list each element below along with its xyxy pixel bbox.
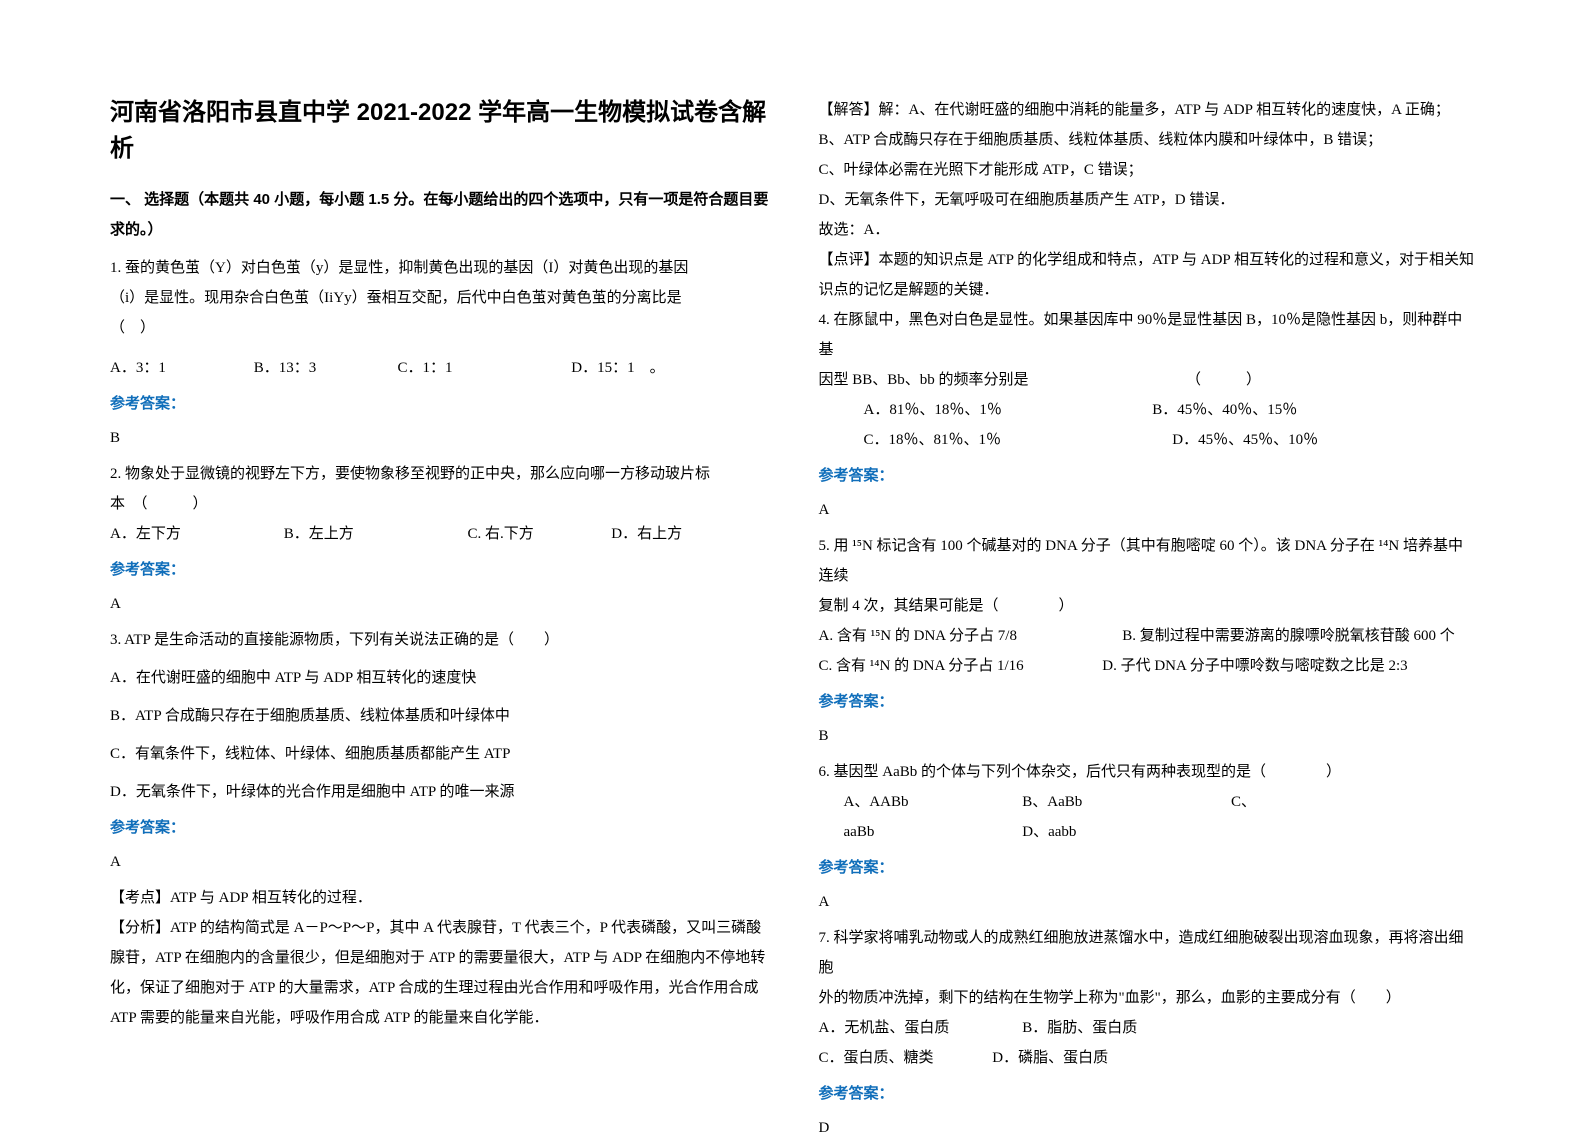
q3-jieda-3: C、叶绿体必需在光照下才能形成 ATP，C 错误； [819, 155, 1478, 185]
q4-opt-c: C．18％、81％、1％ [819, 425, 1169, 455]
q7-options-row2: C．蛋白质、糖类 D．磷脂、蛋白质 [819, 1043, 1478, 1073]
answer-label: 参考答案： [819, 687, 1478, 717]
q4-stem-line2: 因型 BB、Bb、bb 的频率分别是 （ ） [819, 365, 1478, 395]
q3-kaodian: 【考点】ATP 与 ADP 相互转化的过程． [110, 883, 769, 913]
q1-opt-d: D．15：1 。 [571, 353, 664, 383]
q2-stem-line2: 本 （ ） [110, 489, 769, 519]
question-1: 1. 蚕的黄色茧（Y）对白色茧（y）是显性，抑制黄色出现的基因（I）对黄色出现的… [110, 253, 769, 383]
question-3: 3. ATP 是生命活动的直接能源物质，下列有关说法正确的是（ ） A．在代谢旺… [110, 625, 769, 807]
q7-options-row1: A．无机盐、蛋白质 B．脂肪、蛋白质 [819, 1013, 1478, 1043]
q5-stem-line1: 5. 用 ¹⁵N 标记含有 100 个碱基对的 DNA 分子（其中有胞嘧啶 60… [819, 531, 1478, 591]
q3-dianping-2: 识点的记忆是解题的关键． [819, 275, 1478, 305]
q1-opt-c: C．1：1 [398, 353, 568, 383]
q3-jieda-1: 【解答】解：A、在代谢旺盛的细胞中消耗的能量多，ATP 与 ADP 相互转化的速… [819, 95, 1478, 125]
question-5: 5. 用 ¹⁵N 标记含有 100 个碱基对的 DNA 分子（其中有胞嘧啶 60… [819, 531, 1478, 681]
q3-fenxi-1: 【分析】ATP 的结构简式是 A－P～P～P，其中 A 代表腺苷，T 代表三个，… [110, 913, 769, 943]
q3-opt-c: C．有氧条件下，线粒体、叶绿体、细胞质基质都能产生 ATP [110, 739, 769, 769]
answer-label: 参考答案： [110, 555, 769, 585]
q7-stem-line2: 外的物质冲洗掉，剩下的结构在生物学上称为"血影"，那么，血影的主要成分有（ ） [819, 983, 1478, 1013]
q3-opt-d: D．无氧条件下，叶绿体的光合作用是细胞中 ATP 的唯一来源 [110, 777, 769, 807]
q3-stem: 3. ATP 是生命活动的直接能源物质，下列有关说法正确的是（ ） [110, 625, 769, 655]
q2-options: A．左下方 B．左上方 C. 右.下方 D．右上方 [110, 519, 769, 549]
q1-stem-line3: （ ） [110, 313, 769, 343]
answer-label: 参考答案： [110, 389, 769, 419]
q3-dianping-1: 【点评】本题的知识点是 ATP 的化学组成和特点，ATP 与 ADP 相互转化的… [819, 245, 1478, 275]
answer-label: 参考答案： [110, 813, 769, 843]
q6-opt-b: B、AaBb [1022, 787, 1227, 817]
q3-jieda-2: B、ATP 合成酶只存在于细胞质基质、线粒体基质、线粒体内膜和叶绿体中，B 错误… [819, 125, 1478, 155]
q5-options-row2: C. 含有 ¹⁴N 的 DNA 分子占 1/16 D. 子代 DNA 分子中嘌呤… [819, 651, 1478, 681]
q5-stem-line2: 复制 4 次，其结果可能是（ ） [819, 591, 1478, 621]
q3-fenxi-3: 化，保证了细胞对于 ATP 的大量需求，ATP 合成的生理过程由光合作用和呼吸作… [110, 973, 769, 1003]
q1-answer: B [110, 423, 769, 453]
q7-stem-line1: 7. 科学家将哺乳动物或人的成熟红细胞放进蒸馏水中，造成红细胞破裂出现溶血现象，… [819, 923, 1478, 983]
q4-opt-d: D．45％、45％、10％ [1172, 425, 1318, 455]
q1-options: A．3：1 B．13：3 C．1：1 D．15：1 。 [110, 353, 769, 383]
q6-opt-a: A、AABb [819, 787, 1019, 817]
question-7: 7. 科学家将哺乳动物或人的成熟红细胞放进蒸馏水中，造成红细胞破裂出现溶血现象，… [819, 923, 1478, 1073]
answer-label: 参考答案： [819, 853, 1478, 883]
q2-opt-b: B．左上方 [284, 519, 464, 549]
q6-opt-d: D、aabb [1022, 817, 1076, 847]
q4-opt-b: B．45％、40％、15％ [1152, 395, 1297, 425]
q5-options-row1: A. 含有 ¹⁵N 的 DNA 分子占 7/8 B. 复制过程中需要游离的腺嘌呤… [819, 621, 1478, 651]
q1-opt-b: B．13：3 [254, 353, 394, 383]
q6-options-row2: aaBb D、aabb [819, 817, 1478, 847]
q4-opt-a: A．81％、18％、1％ [819, 395, 1149, 425]
q2-opt-d: D．右上方 [611, 519, 682, 549]
q6-stem: 6. 基因型 AaBb 的个体与下列个体杂交，后代只有两种表现型的是（ ） [819, 757, 1478, 787]
q2-opt-c: C. 右.下方 [468, 519, 608, 549]
q5-opt-b: B. 复制过程中需要游离的腺嘌呤脱氧核苷酸 600 个 [1122, 621, 1455, 651]
right-column: 【解答】解：A、在代谢旺盛的细胞中消耗的能量多，ATP 与 ADP 相互转化的速… [794, 95, 1488, 1062]
q2-answer: A [110, 589, 769, 619]
q7-opt-d: D．磷脂、蛋白质 [992, 1043, 1108, 1073]
q1-stem-line1: 1. 蚕的黄色茧（Y）对白色茧（y）是显性，抑制黄色出现的基因（I）对黄色出现的… [110, 253, 769, 283]
q5-answer: B [819, 721, 1478, 751]
section-heading: 一、 选择题（本题共 40 小题，每小题 1.5 分。在每小题给出的四个选项中，… [110, 185, 769, 245]
q6-answer: A [819, 887, 1478, 917]
question-2: 2. 物象处于显微镜的视野左下方，要使物象移至视野的正中央，那么应向哪一方移动玻… [110, 459, 769, 549]
q4-options-row2: C．18％、81％、1％ D．45％、45％、10％ [819, 425, 1478, 455]
q2-stem-line1: 2. 物象处于显微镜的视野左下方，要使物象移至视野的正中央，那么应向哪一方移动玻… [110, 459, 769, 489]
q3-opt-a: A．在代谢旺盛的细胞中 ATP 与 ADP 相互转化的速度快 [110, 663, 769, 693]
q2-opt-a: A．左下方 [110, 519, 280, 549]
q5-opt-c: C. 含有 ¹⁴N 的 DNA 分子占 1/16 [819, 651, 1099, 681]
question-6: 6. 基因型 AaBb 的个体与下列个体杂交，后代只有两种表现型的是（ ） A、… [819, 757, 1478, 847]
q5-opt-d: D. 子代 DNA 分子中嘌呤数与嘧啶数之比是 2:3 [1102, 651, 1407, 681]
q5-opt-a: A. 含有 ¹⁵N 的 DNA 分子占 7/8 [819, 621, 1119, 651]
q3-guxuan: 故选：A． [819, 215, 1478, 245]
q7-answer: D [819, 1113, 1478, 1143]
q1-opt-a: A．3：1 [110, 353, 250, 383]
q3-fenxi-4: ATP 需要的能量来自光能，呼吸作用合成 ATP 的能量来自化学能． [110, 1003, 769, 1033]
document-title: 河南省洛阳市县直中学 2021-2022 学年高一生物模拟试卷含解析 [110, 95, 769, 167]
q7-opt-c: C．蛋白质、糖类 [819, 1043, 989, 1073]
q7-opt-a: A．无机盐、蛋白质 [819, 1013, 1019, 1043]
q4-options-row1: A．81％、18％、1％ B．45％、40％、15％ [819, 395, 1478, 425]
q3-answer: A [110, 847, 769, 877]
q6-options-row1: A、AABb B、AaBb C、 [819, 787, 1478, 817]
q3-opt-b: B．ATP 合成酶只存在于细胞质基质、线粒体基质和叶绿体中 [110, 701, 769, 731]
answer-label: 参考答案： [819, 1079, 1478, 1109]
q3-fenxi-2: 腺苷，ATP 在细胞内的含量很少，但是细胞对于 ATP 的需要量很大，ATP 与… [110, 943, 769, 973]
q1-stem-line2: （i）是显性。现用杂合白色茧（IiYy）蚕相互交配，后代中白色茧对黄色茧的分离比… [110, 283, 769, 313]
question-4: 4. 在豚鼠中，黑色对白色是显性。如果基因库中 90％是显性基因 B，10％是隐… [819, 305, 1478, 455]
q6-opt-c: C、 [1231, 787, 1256, 817]
answer-label: 参考答案： [819, 461, 1478, 491]
q4-answer: A [819, 495, 1478, 525]
q6-opt-a2: aaBb [819, 817, 1019, 847]
q3-jieda-4: D、无氧条件下，无氧呼吸可在细胞质基质产生 ATP，D 错误． [819, 185, 1478, 215]
q7-opt-b: B．脂肪、蛋白质 [1022, 1013, 1137, 1043]
q4-stem-line1: 4. 在豚鼠中，黑色对白色是显性。如果基因库中 90％是显性基因 B，10％是隐… [819, 305, 1478, 365]
left-column: 河南省洛阳市县直中学 2021-2022 学年高一生物模拟试卷含解析 一、 选择… [100, 95, 794, 1062]
